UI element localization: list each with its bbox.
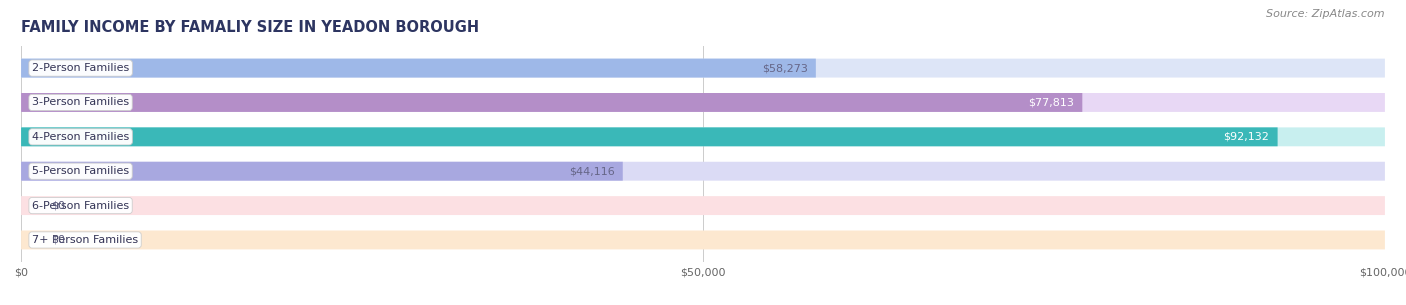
FancyBboxPatch shape (21, 59, 815, 77)
Text: 7+ Person Families: 7+ Person Families (32, 235, 138, 245)
Text: $92,132: $92,132 (1223, 132, 1270, 142)
Text: 4-Person Families: 4-Person Families (32, 132, 129, 142)
Text: 2-Person Families: 2-Person Families (32, 63, 129, 73)
Text: 5-Person Families: 5-Person Families (32, 166, 129, 176)
Text: $58,273: $58,273 (762, 63, 807, 73)
Text: 3-Person Families: 3-Person Families (32, 98, 129, 107)
FancyBboxPatch shape (21, 59, 1385, 77)
Text: $77,813: $77,813 (1028, 98, 1074, 107)
Text: FAMILY INCOME BY FAMALIY SIZE IN YEADON BOROUGH: FAMILY INCOME BY FAMALIY SIZE IN YEADON … (21, 20, 479, 35)
FancyBboxPatch shape (21, 127, 1385, 146)
Text: Source: ZipAtlas.com: Source: ZipAtlas.com (1267, 9, 1385, 19)
Text: 6-Person Families: 6-Person Families (32, 201, 129, 210)
FancyBboxPatch shape (21, 162, 1385, 181)
FancyBboxPatch shape (21, 127, 1278, 146)
Text: $0: $0 (51, 235, 65, 245)
Text: $44,116: $44,116 (569, 166, 614, 176)
FancyBboxPatch shape (21, 196, 1385, 215)
FancyBboxPatch shape (21, 231, 1385, 249)
FancyBboxPatch shape (21, 93, 1385, 112)
FancyBboxPatch shape (21, 93, 1083, 112)
Text: $0: $0 (51, 201, 65, 210)
FancyBboxPatch shape (21, 162, 623, 181)
